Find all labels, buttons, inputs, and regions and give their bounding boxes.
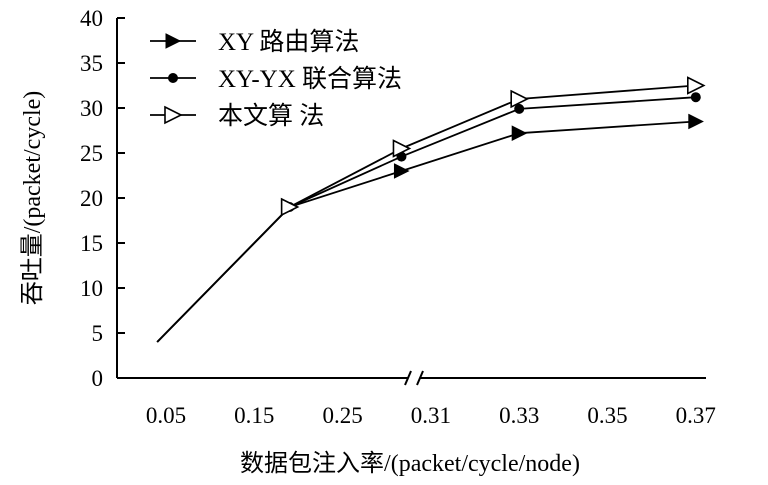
data-point — [511, 125, 528, 142]
legend-label: XY-YX 联合算法 — [218, 65, 402, 93]
data-point — [393, 163, 410, 179]
y-tick-label: 20 — [80, 186, 103, 211]
y-tick-label: 35 — [80, 51, 103, 76]
data-point — [686, 76, 706, 95]
x-tick-label: 0.37 — [676, 403, 716, 428]
y-tick-label: 30 — [80, 96, 103, 121]
legend-label: 本文算 法 — [218, 102, 324, 130]
legend-item: XY-YX 联合算法 — [150, 65, 402, 93]
data-point — [280, 197, 300, 217]
series-line — [156, 76, 706, 343]
data-point — [514, 103, 525, 114]
x-axis-break-mark — [416, 370, 424, 386]
legend-label: XY 路由算法 — [218, 28, 359, 56]
y-tick-label: 15 — [80, 231, 103, 256]
x-tick-label: 0.31 — [411, 403, 451, 428]
y-tick-label: 40 — [80, 6, 103, 31]
y-tick-label: 0 — [92, 366, 104, 391]
x-tick-label: 0.25 — [322, 403, 362, 428]
data-point — [690, 92, 701, 103]
y-tick-label: 10 — [80, 276, 103, 301]
legend-item: 本文算 法 — [150, 102, 324, 130]
y-tick-label: 5 — [92, 321, 104, 346]
axes: 0 5 10 15 20 25 30 35 40 0.05 0.15 0.25 0.31 0.33 0.35… — [80, 6, 716, 428]
data-point — [392, 139, 412, 158]
x-axis-break-mark — [404, 370, 412, 386]
data-point — [510, 89, 529, 109]
x-axis-title: 数据包注入率/(packet/cycle/node) — [240, 450, 580, 477]
y-axis-title: 吞吐量/(packet/cycle) — [19, 91, 46, 306]
data-point — [688, 113, 704, 130]
x-tick-label: 0.15 — [234, 403, 274, 428]
y-tick-label: 25 — [80, 141, 103, 166]
data-series — [156, 76, 706, 343]
data-point — [168, 73, 178, 83]
data-point — [165, 33, 182, 49]
data-point — [164, 105, 183, 125]
legend-item: XY 路由算法 — [150, 28, 359, 56]
x-tick-label: 0.35 — [587, 403, 627, 428]
x-tick-label: 0.33 — [499, 403, 539, 428]
x-tick-label: 0.05 — [146, 403, 186, 428]
